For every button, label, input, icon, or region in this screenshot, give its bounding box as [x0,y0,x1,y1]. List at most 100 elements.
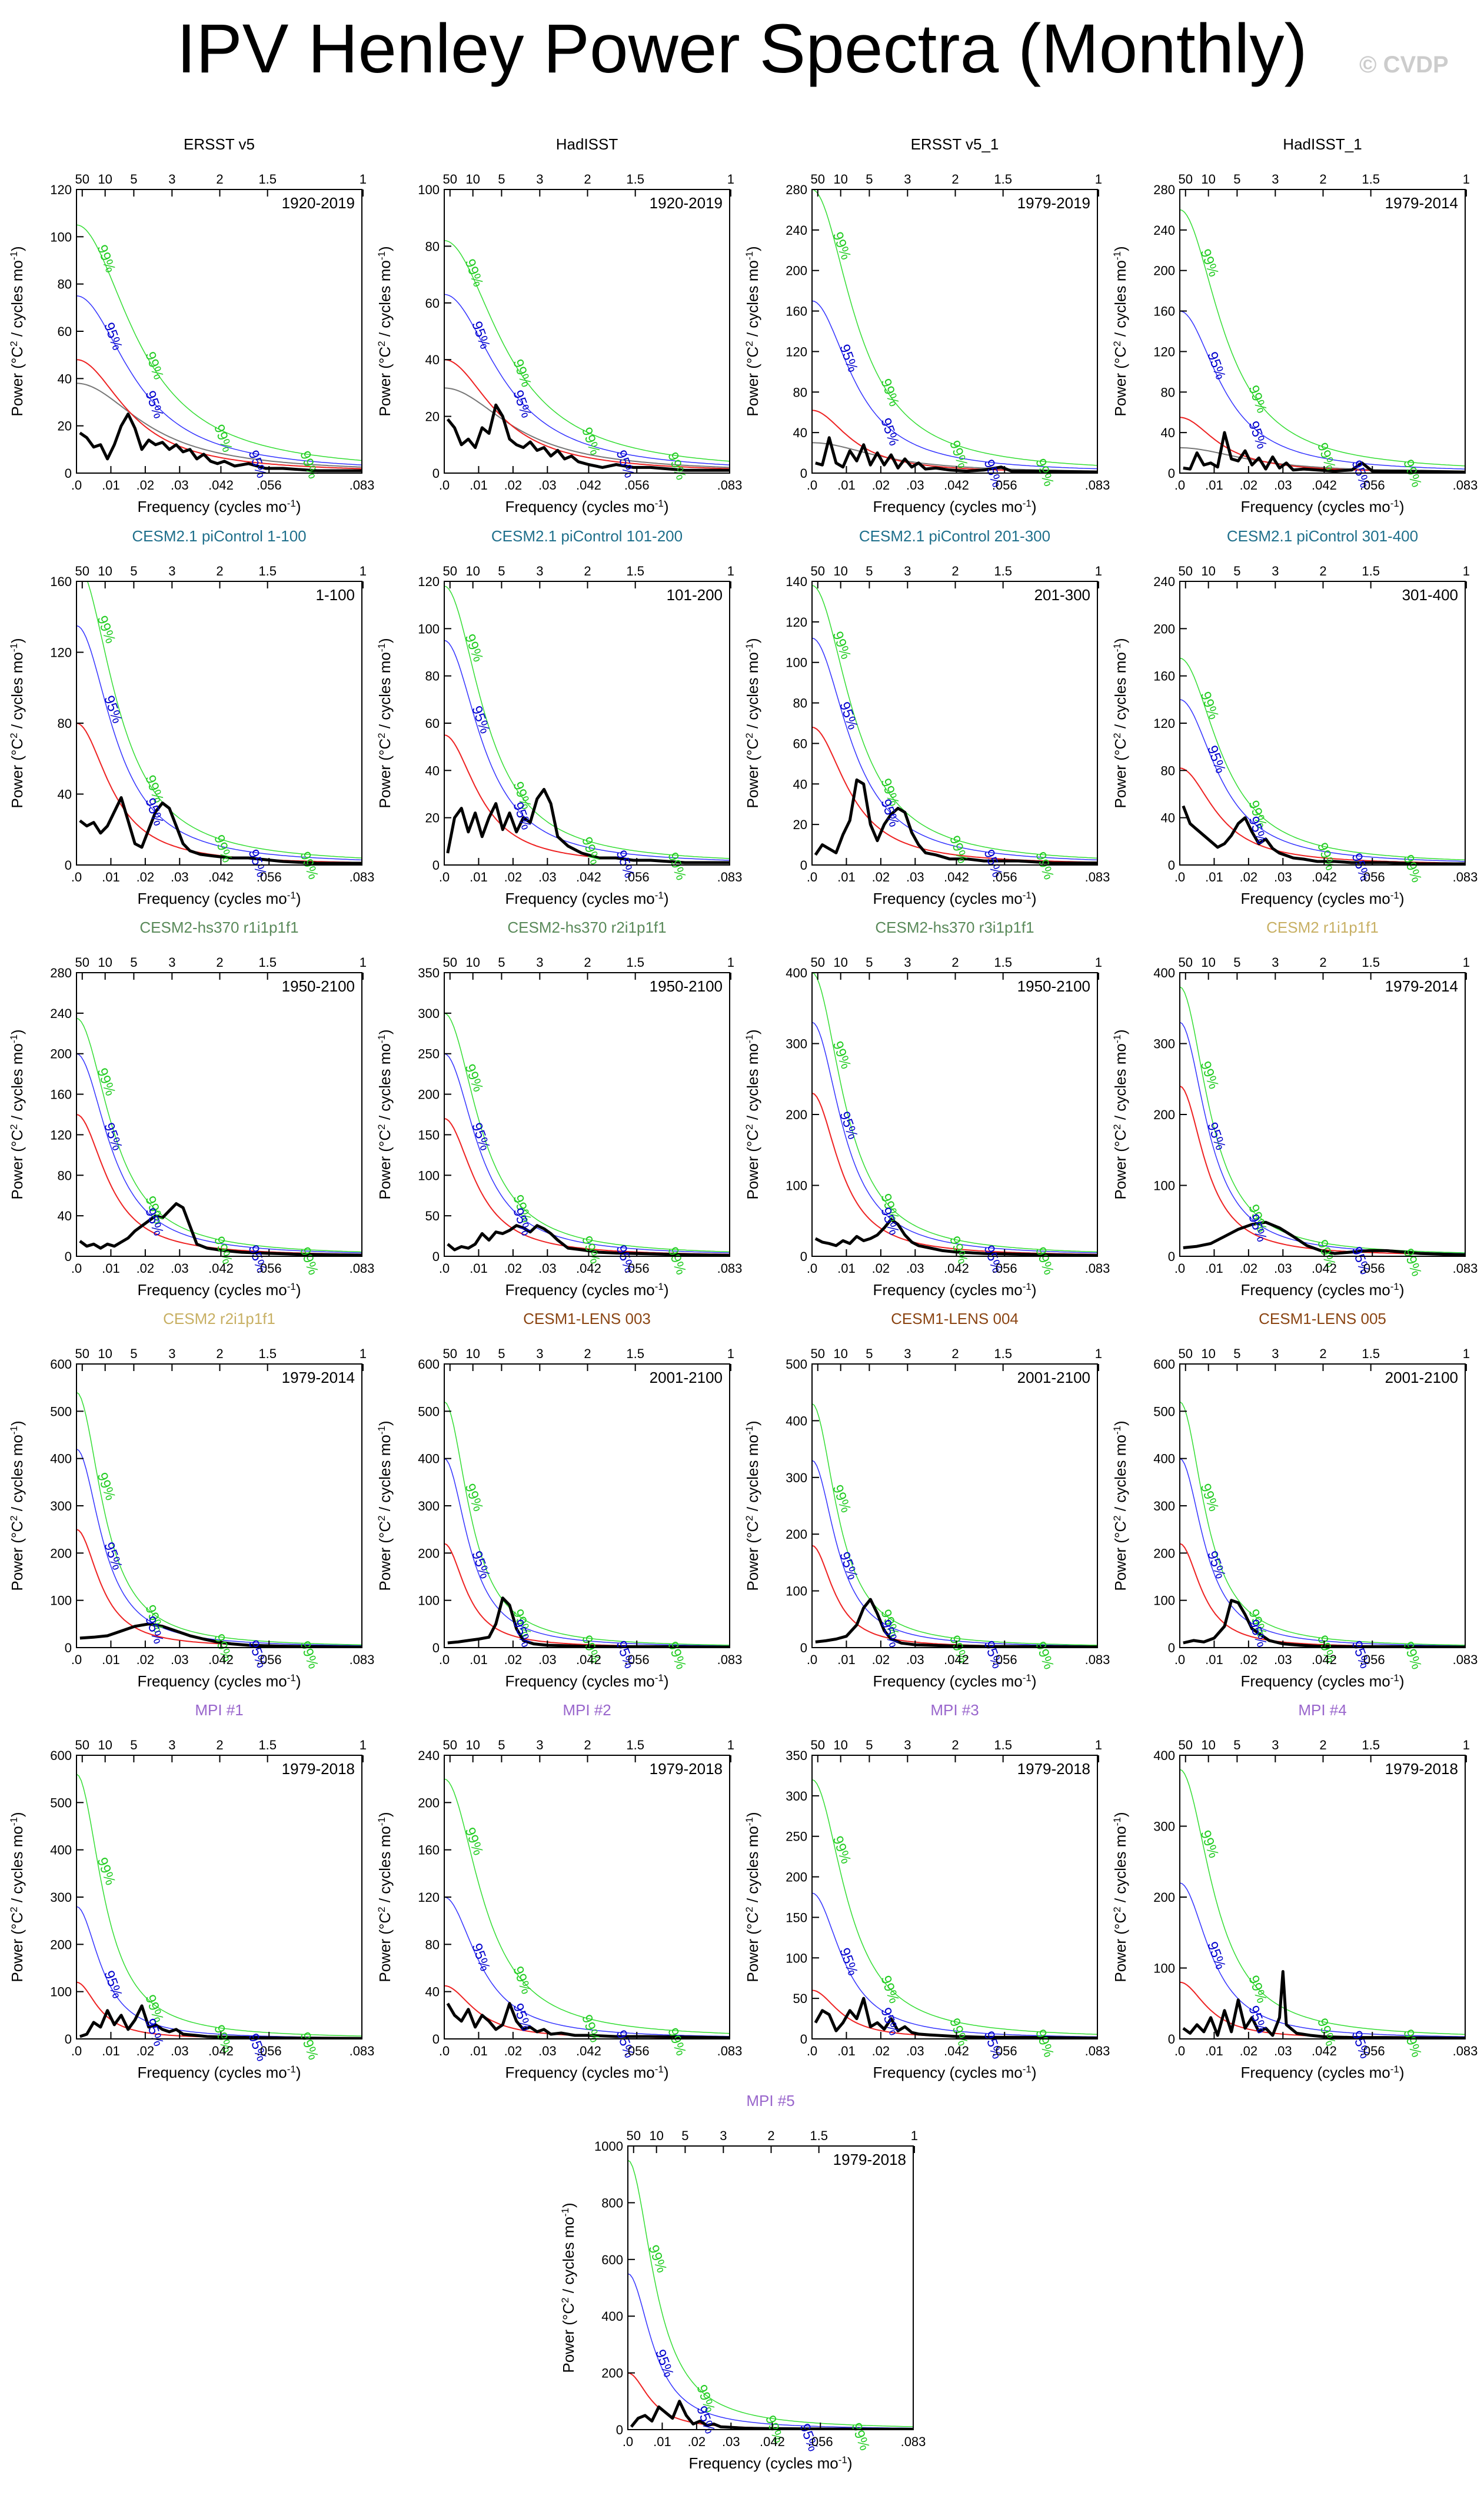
x-tick-label: .02 [872,2044,890,2058]
ci95-label: 95% [468,704,493,736]
panel-title: CESM2.1 piControl 201-300 [859,527,1050,545]
y-tick-label: 100 [418,1168,440,1183]
y-axis-label: Power (°C2 / cycles mo-1) [1112,1420,1130,1591]
top-tick-label: 1 [1095,955,1102,970]
x-tick-label: .02 [872,1652,890,1667]
y-tick-label: 600 [601,2253,623,2267]
x-tick-label: .02 [1240,1261,1258,1276]
plot-frame [811,189,1098,474]
panel-title: MPI #5 [746,2092,794,2110]
x-tick-label: .0 [439,870,450,884]
x-tick-label: .02 [504,2044,523,2058]
top-tick-label: 3 [904,1346,911,1361]
y-tick-label: 20 [58,419,72,434]
x-axis-label: Frequency (cycles mo-1) [873,2064,1036,2082]
y-tick-label: 80 [58,277,72,292]
y-tick-label: 500 [1153,1404,1175,1419]
spectrum-panel: ERSST v51920-201999%99%99%99%95%95%95%02… [8,135,375,515]
x-tick-label: .056 [257,870,282,884]
y-tick-label: 400 [786,1413,807,1428]
panel-title: ERSST v5_1 [911,135,999,153]
period-label: 2001-2100 [1385,1369,1458,1386]
x-axis-label: Frequency (cycles mo-1) [1240,890,1404,908]
y-tick-label: 120 [50,182,72,197]
top-tick-label: 10 [1201,1346,1215,1361]
y-tick-label: 400 [418,1452,440,1466]
ci95-line [812,1892,1097,2038]
y-tick-label: 0 [432,858,440,873]
x-tick-label: .03 [906,478,924,493]
top-tick-label: 10 [465,1738,480,1752]
top-tick-label: 3 [536,172,543,187]
y-axis-label: Power (°C2 / cycles mo-1) [8,638,26,808]
x-tick-label: .083 [1453,1652,1478,1667]
spectrum-panel: ERSST v5_11979-201999%99%99%99%95%95%95%… [744,135,1110,515]
ci99-label: 99% [94,1066,118,1097]
x-axis-label: Frequency (cycles mo-1) [137,2064,301,2082]
y-tick-label: 120 [50,1127,72,1142]
x-tick-label: .0 [439,1652,450,1667]
y-tick-label: 240 [418,1748,440,1763]
ci99-label: 99% [1197,690,1222,721]
ci99-label: 99% [142,350,167,381]
x-tick-label: .056 [808,2434,833,2449]
top-tick-label: 2 [951,172,959,187]
y-tick-label: 160 [786,304,807,319]
y-tick-label: 50 [425,1209,440,1223]
y-tick-label: 80 [425,1937,440,1952]
ci99-label: 99% [1197,247,1222,279]
ci99-line [1180,1401,1465,1646]
top-tick-label: 2 [584,172,591,187]
ci99-label: 99% [211,833,235,864]
x-tick-label: .083 [717,870,743,884]
top-tick-label: 5 [130,955,137,970]
ci99-line [444,1013,730,1253]
x-tick-label: .01 [1205,870,1223,884]
y-tick-label: 120 [1153,344,1175,359]
plot-frame [76,581,362,866]
y-tick-label: 240 [1153,223,1175,238]
x-tick-label: .042 [208,1652,234,1667]
x-tick-label: .02 [872,870,890,884]
y-axis-label: Power (°C2 / cycles mo-1) [8,1029,26,1199]
panel-title: CESM2-hs370 r2i1p1f1 [507,919,666,936]
top-tick-label: 50 [75,172,89,187]
plot-frame [76,1363,362,1648]
red-noise-line [76,1529,362,1648]
top-tick-label: 2 [951,1346,959,1361]
x-tick-label: .03 [722,2434,740,2449]
x-tick-label: .056 [257,1261,282,1276]
x-tick-label: .042 [760,2434,785,2449]
y-tick-label: 0 [432,466,440,481]
ci95-label: 95% [1204,743,1229,775]
y-tick-label: 400 [50,1452,72,1466]
y-tick-label: 100 [786,656,807,670]
x-tick-label: .056 [1360,2044,1385,2058]
x-tick-label: .02 [137,2044,155,2058]
y-tick-label: 0 [65,1641,72,1655]
spectrum-line [79,2004,362,2039]
plot-frame [1179,1363,1466,1648]
ci99-line [1180,1769,1465,2035]
top-tick-label: 5 [866,564,873,578]
y-tick-label: 300 [418,1499,440,1513]
panel-title: HadISST_1 [1283,135,1362,153]
panel-title: MPI #3 [930,1701,979,1719]
y-tick-label: 40 [425,1985,440,1999]
ci95-line [444,1897,730,2037]
ci99-label: 99% [578,835,603,867]
y-tick-label: 200 [418,1795,440,1810]
x-tick-label: .01 [102,2044,120,2058]
x-axis-label: Frequency (cycles mo-1) [505,498,668,516]
top-tick-label: 2 [1319,955,1326,970]
ci95-line [628,2273,913,2429]
y-tick-label: 200 [50,1937,72,1952]
panel-title: CESM1-LENS 005 [1259,1310,1386,1327]
x-axis-label: Frequency (cycles mo-1) [873,1281,1036,1299]
x-tick-label: .083 [1085,1652,1110,1667]
period-label: 1979-2018 [1017,1760,1090,1778]
y-tick-label: 50 [793,1991,807,2006]
plot-frame [76,972,362,1257]
ci99-label: 99% [1197,1482,1222,1513]
x-axis-label: Frequency (cycles mo-1) [137,890,301,908]
